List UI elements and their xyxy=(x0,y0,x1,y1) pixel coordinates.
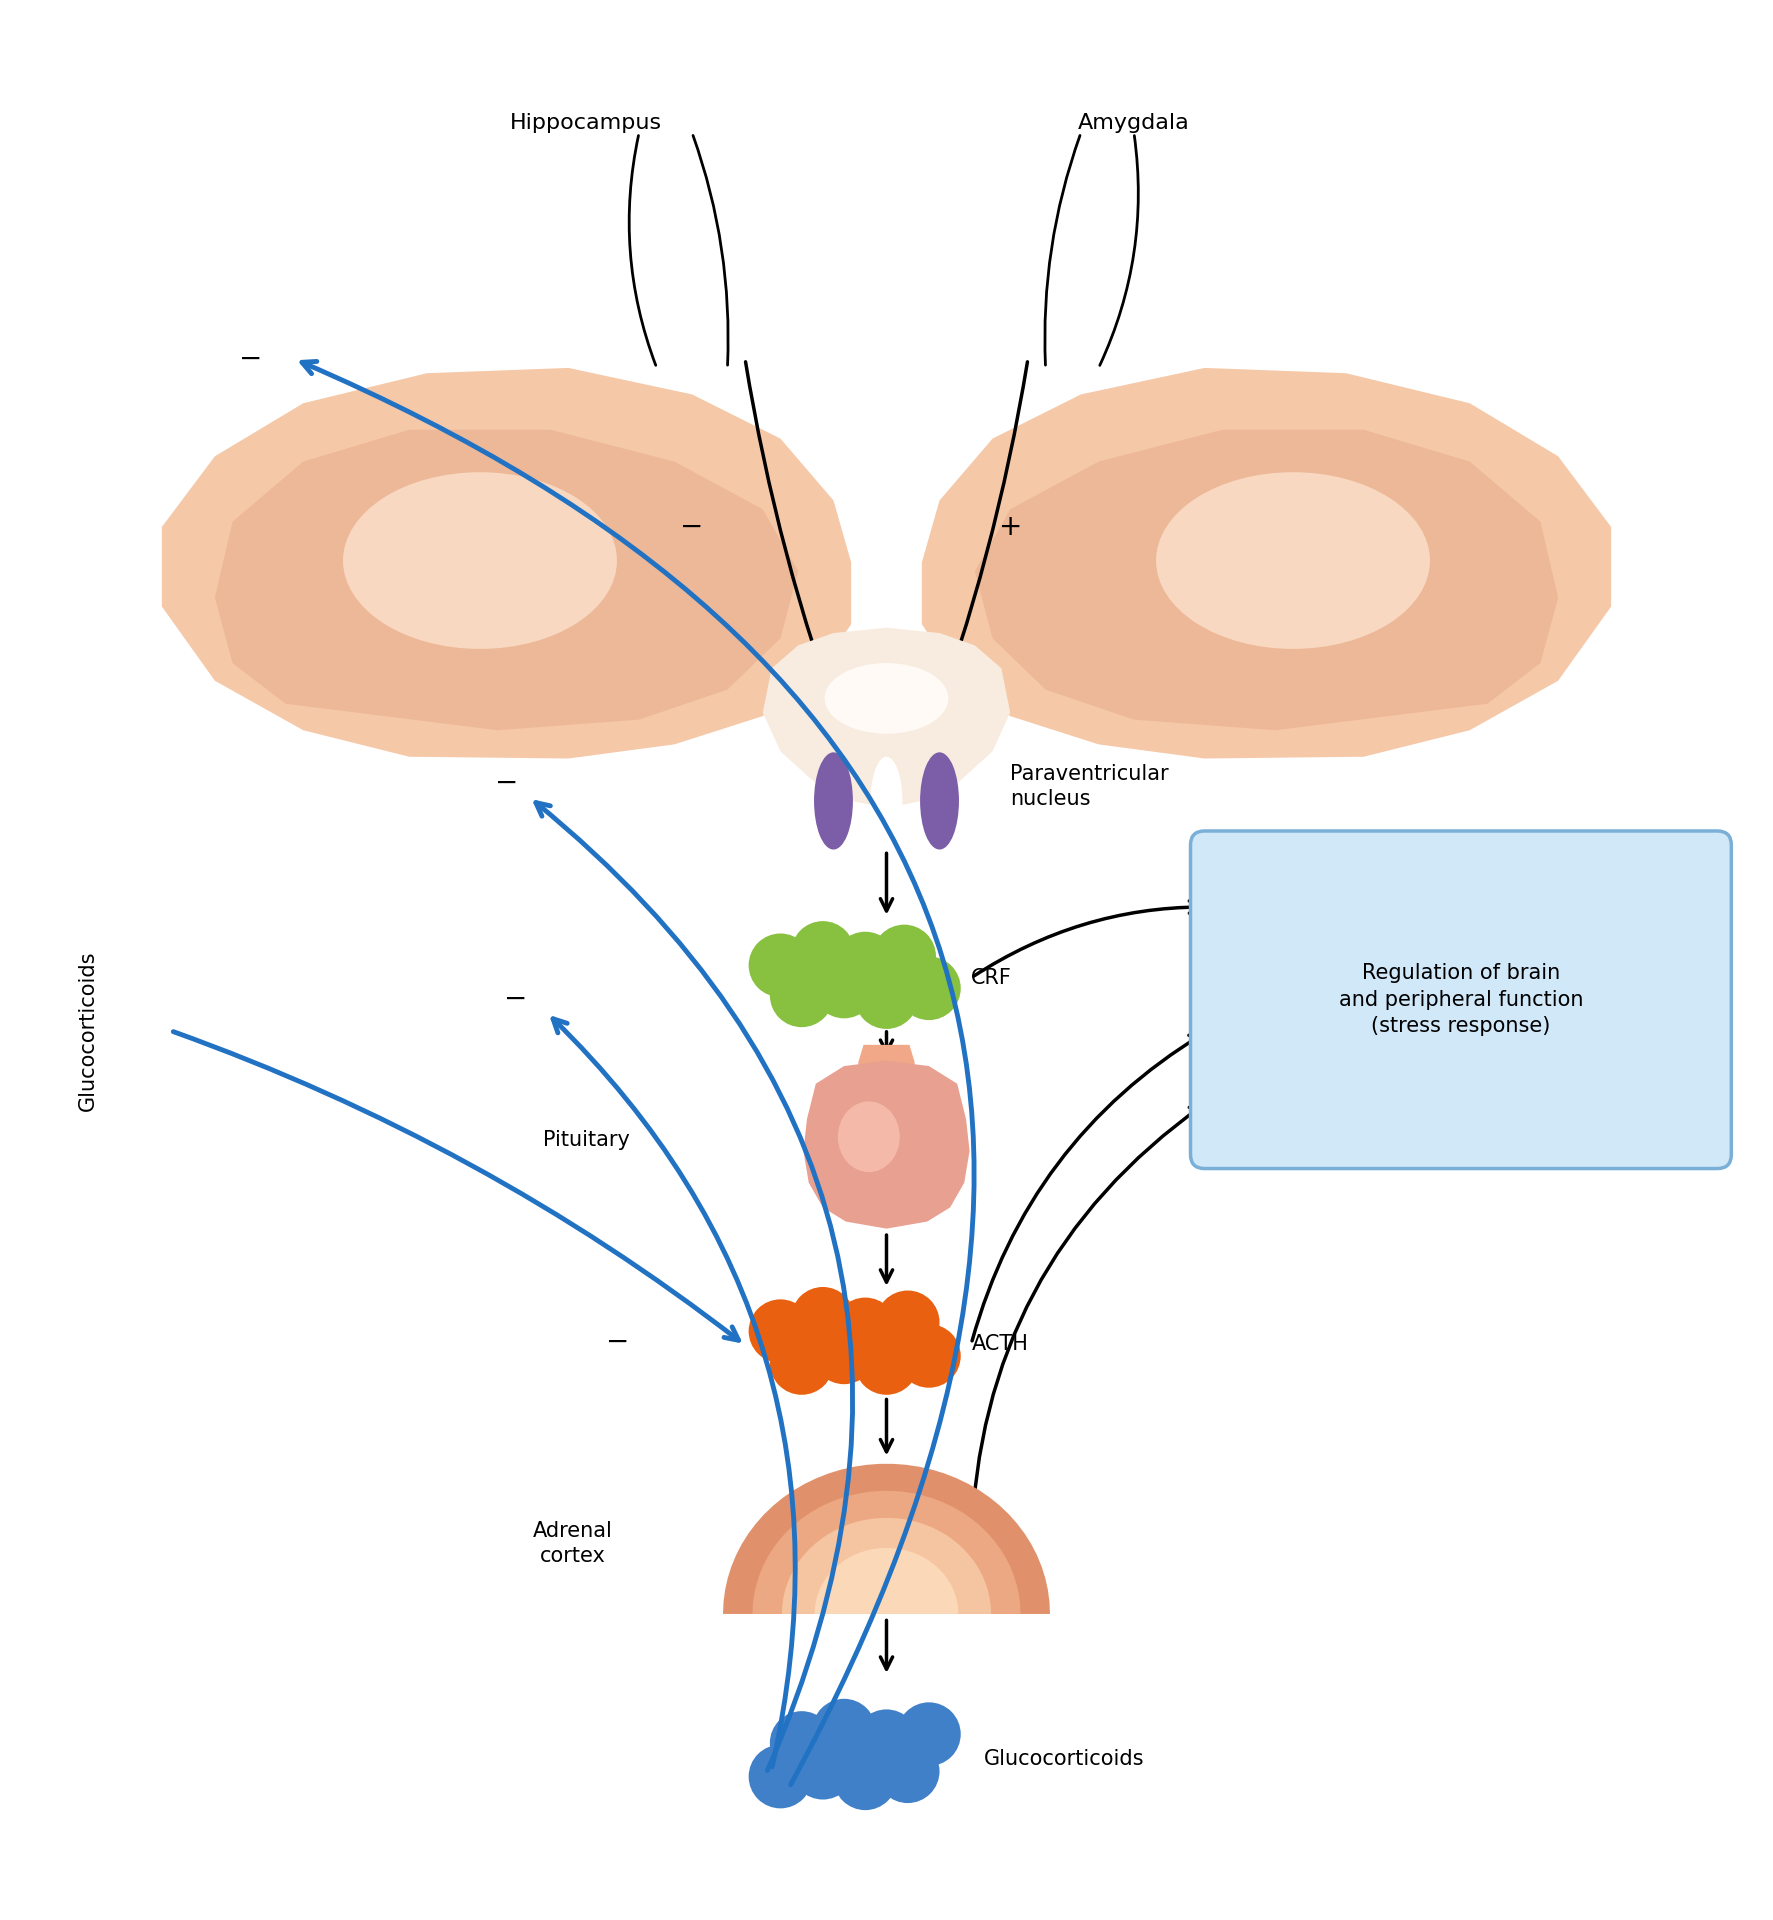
Circle shape xyxy=(876,1740,940,1803)
Ellipse shape xyxy=(1156,472,1431,649)
Text: −: − xyxy=(606,1329,629,1356)
Circle shape xyxy=(855,1709,918,1772)
Ellipse shape xyxy=(814,753,853,849)
Polygon shape xyxy=(803,1060,970,1229)
Circle shape xyxy=(833,931,897,995)
Polygon shape xyxy=(215,430,798,730)
Polygon shape xyxy=(161,369,851,758)
Text: −: − xyxy=(681,513,704,541)
Circle shape xyxy=(872,925,936,989)
Polygon shape xyxy=(922,369,1612,758)
Polygon shape xyxy=(858,1044,915,1087)
Polygon shape xyxy=(975,430,1558,730)
Circle shape xyxy=(769,1711,833,1774)
Polygon shape xyxy=(814,1548,959,1615)
Text: −: − xyxy=(495,770,518,797)
Text: Glucocorticoids: Glucocorticoids xyxy=(78,950,98,1112)
Ellipse shape xyxy=(871,756,902,845)
Text: −: − xyxy=(504,985,527,1014)
Text: ACTH: ACTH xyxy=(972,1334,1028,1354)
Text: Regulation of brain
and peripheral function
(stress response): Regulation of brain and peripheral funct… xyxy=(1339,964,1583,1037)
Text: CRF: CRF xyxy=(972,968,1012,987)
Circle shape xyxy=(748,1745,812,1809)
FancyArrowPatch shape xyxy=(174,1031,739,1340)
FancyArrowPatch shape xyxy=(535,803,853,1770)
Polygon shape xyxy=(752,1490,1021,1615)
Circle shape xyxy=(876,1290,940,1354)
Circle shape xyxy=(812,954,876,1018)
Text: Amygdala: Amygdala xyxy=(1078,113,1190,132)
Circle shape xyxy=(833,1747,897,1811)
Circle shape xyxy=(791,1736,855,1799)
Text: Pituitary: Pituitary xyxy=(543,1131,629,1150)
Ellipse shape xyxy=(839,1102,899,1171)
Circle shape xyxy=(791,922,855,985)
Circle shape xyxy=(769,1331,833,1394)
Polygon shape xyxy=(762,628,1011,808)
Polygon shape xyxy=(782,1519,991,1615)
Text: −: − xyxy=(239,346,262,372)
Text: +: + xyxy=(998,513,1021,541)
Circle shape xyxy=(812,1699,876,1763)
Ellipse shape xyxy=(824,662,949,733)
Text: Adrenal
cortex: Adrenal cortex xyxy=(532,1521,612,1565)
Polygon shape xyxy=(723,1463,1050,1615)
FancyArrowPatch shape xyxy=(301,361,973,1786)
Ellipse shape xyxy=(342,472,617,649)
Text: Glucocorticoids: Glucocorticoids xyxy=(984,1749,1144,1768)
FancyArrowPatch shape xyxy=(553,1020,796,1766)
Circle shape xyxy=(897,956,961,1020)
Circle shape xyxy=(855,966,918,1029)
FancyBboxPatch shape xyxy=(1190,831,1732,1169)
Circle shape xyxy=(791,1286,855,1350)
Circle shape xyxy=(897,1325,961,1388)
Circle shape xyxy=(833,1298,897,1361)
Circle shape xyxy=(812,1321,876,1384)
Circle shape xyxy=(748,933,812,996)
Text: Hippocampus: Hippocampus xyxy=(511,113,661,132)
Circle shape xyxy=(769,964,833,1027)
Circle shape xyxy=(748,1300,812,1363)
Circle shape xyxy=(897,1703,961,1766)
Ellipse shape xyxy=(920,753,959,849)
Text: Paraventricular
nucleus: Paraventricular nucleus xyxy=(1011,764,1168,808)
Circle shape xyxy=(855,1331,918,1394)
